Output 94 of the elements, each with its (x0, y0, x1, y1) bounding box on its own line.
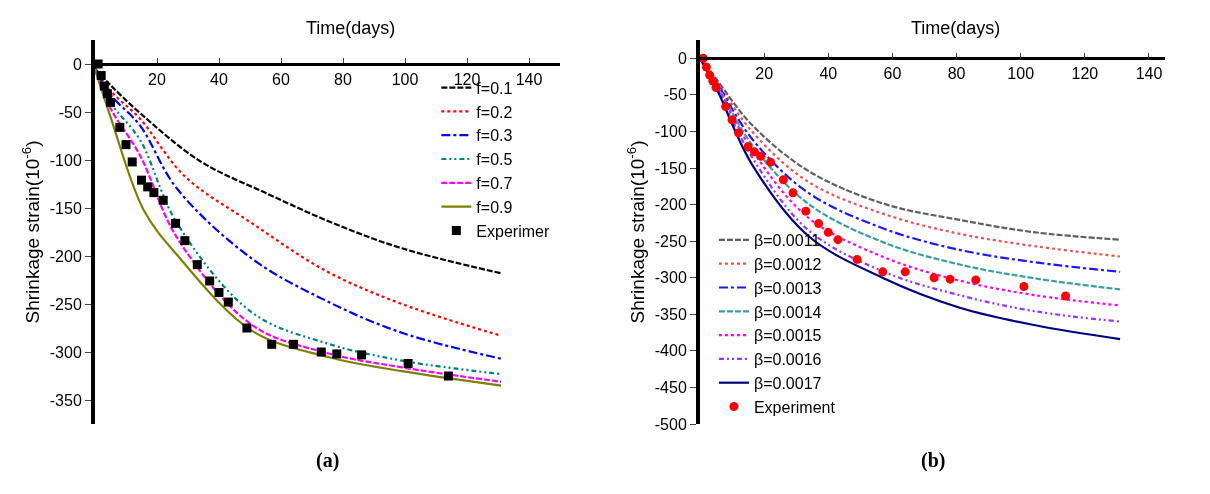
y-tick-label: -200 (49, 247, 82, 265)
point (750, 147, 760, 157)
point (823, 227, 833, 237)
point (192, 260, 202, 270)
point (756, 151, 766, 161)
point (121, 140, 131, 150)
point (701, 62, 711, 72)
legend-label: Experimer (476, 222, 550, 240)
point (833, 235, 843, 245)
point (878, 267, 888, 277)
y-tick-label: -150 (49, 199, 82, 217)
point (801, 206, 811, 216)
point (721, 102, 731, 112)
legend-label: β=0.0014 (753, 303, 822, 321)
y-tick-label: -400 (654, 342, 687, 360)
y-tick-label: -100 (654, 123, 687, 141)
legend-label: f=0.3 (476, 127, 513, 145)
x-tick-label: 80 (334, 70, 352, 88)
point (106, 97, 115, 107)
legend-label: β=0.0015 (753, 327, 822, 345)
x-tick-label: 100 (1007, 65, 1035, 83)
x-tick-label: 120 (1071, 65, 1099, 83)
point (96, 71, 106, 81)
point (180, 236, 190, 246)
y-tick-label: -300 (49, 343, 82, 361)
point (1061, 291, 1071, 301)
point (403, 359, 413, 369)
legend-label: f=0.7 (476, 175, 513, 193)
y-tick-label: -100 (49, 151, 82, 169)
text: (a) (316, 449, 340, 472)
y-tick-label: -500 (654, 415, 687, 433)
point (788, 188, 798, 198)
point (766, 157, 776, 167)
x-tick-label: 40 (210, 70, 228, 88)
point (900, 267, 910, 277)
legend-label: f=0.2 (476, 103, 513, 121)
point (149, 188, 159, 198)
point (727, 115, 737, 125)
point (115, 122, 125, 132)
legend-label: β=0.0016 (753, 351, 822, 369)
point (332, 349, 342, 359)
x-tick-label: 20 (755, 65, 774, 83)
point (102, 89, 112, 99)
y-tick-label: -350 (654, 305, 687, 323)
y-tick-label: -200 (654, 196, 687, 214)
x-tick-label: 60 (883, 65, 902, 83)
legend-label: Experiment (753, 398, 836, 416)
y-tick-label: -250 (49, 295, 82, 313)
legend-label: β=0.0017 (753, 374, 822, 392)
point (223, 297, 233, 307)
legend-label: β=0.0012 (753, 255, 822, 273)
point (127, 157, 137, 167)
y-tick-label: 0 (677, 49, 687, 67)
legend-label: f=0.9 (476, 198, 513, 216)
y-tick-label: -50 (58, 103, 82, 121)
point (743, 142, 753, 152)
x-tick-label: 140 (1135, 65, 1163, 83)
point (778, 175, 788, 185)
y-tick-label: -150 (654, 159, 687, 177)
x-tick-label: 100 (391, 70, 419, 88)
point (214, 287, 224, 297)
point (711, 83, 721, 93)
point (733, 128, 743, 138)
point (945, 274, 955, 284)
point (288, 339, 298, 349)
x-tick-label: 140 (515, 70, 543, 88)
point (929, 273, 939, 283)
point (814, 219, 824, 229)
legend-label: f=0.5 (476, 151, 513, 169)
x-tick-label: 60 (272, 70, 290, 88)
point (205, 276, 215, 286)
x-axis-title: Time(days) (911, 18, 1001, 38)
y-tick-label: -450 (654, 379, 687, 397)
point (316, 347, 326, 357)
text: (b) (921, 449, 946, 472)
x-tick-label: 20 (148, 70, 166, 88)
point (171, 218, 181, 228)
point (971, 275, 981, 285)
y-tick-label: -250 (654, 232, 687, 250)
x-tick-label: 80 (947, 65, 966, 83)
point (443, 371, 453, 381)
x-axis-title: Time(days) (306, 18, 396, 38)
point (1019, 281, 1029, 291)
point (158, 195, 168, 205)
y-tick-label: -300 (654, 269, 687, 287)
legend-label: β=0.0013 (753, 279, 822, 297)
y-tick-label: -350 (49, 391, 82, 409)
point (357, 350, 367, 360)
x-tick-label: 40 (819, 65, 838, 83)
point (852, 254, 862, 264)
point (242, 323, 252, 333)
y-tick-label: -50 (663, 86, 687, 104)
y-tick-label: 0 (72, 55, 82, 73)
point (267, 339, 277, 349)
